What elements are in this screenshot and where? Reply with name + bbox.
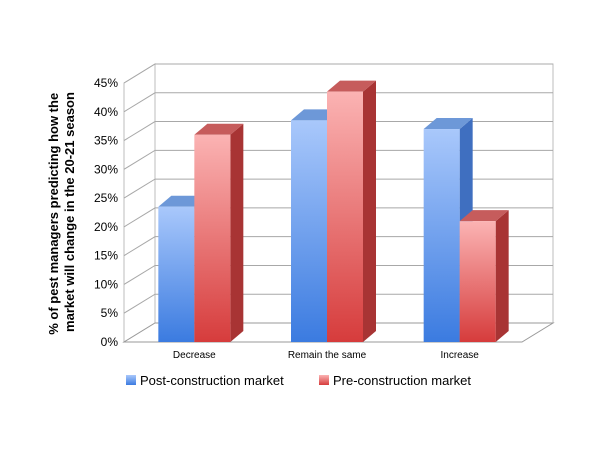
gridline (123, 92, 553, 113)
y-tick-label: 30% (94, 162, 118, 176)
bar-top (423, 118, 473, 130)
bar-side (495, 210, 509, 342)
gridline (123, 149, 553, 170)
gridline (123, 293, 553, 314)
bar-top (459, 210, 509, 222)
bar-front (423, 129, 460, 342)
y-tick-label: 0% (101, 335, 119, 349)
bar-top (194, 123, 244, 135)
bar-front (194, 134, 231, 342)
bar-front (459, 221, 496, 342)
bar-post-construction-market-2 (423, 118, 473, 343)
legend-label-post-construction: Post-construction market (140, 373, 284, 388)
y-tick-label: 20% (94, 220, 118, 234)
y-axis-title: % of pest managers predicting how the ma… (46, 89, 77, 335)
x-category-label-0: Decrease (173, 350, 216, 361)
gridline (123, 207, 553, 228)
y-axis-title-line-2: market will change in the 20-21 season (62, 92, 77, 332)
y-tick-label: 15% (94, 249, 118, 263)
gridline (123, 178, 553, 199)
bar-top (327, 80, 376, 92)
x-axis-categories: Decrease Remain the same Increase (173, 350, 479, 361)
bar-pre-construction-market-0 (194, 123, 244, 342)
legend-swatch-pre-construction (319, 375, 329, 385)
legend: Post-construction market Pre-constructio… (126, 373, 471, 388)
bar-front (158, 206, 195, 342)
legend-label-pre-construction: Pre-construction market (333, 373, 471, 388)
y-tick-label: 25% (94, 191, 118, 205)
y-axis-title-line-1: % of pest managers predicting how the (46, 93, 61, 335)
bar-side (230, 123, 244, 342)
y-tick-label: 5% (101, 306, 119, 320)
bar-pre-construction-market-1 (327, 80, 376, 342)
bar-pre-construction-market-2 (459, 210, 509, 342)
gridline (123, 264, 553, 285)
x-category-label-2: Increase (440, 350, 479, 361)
y-axis-ticks: 0% 5% 10% 15% 20% 25% 30% 35% 40% 45% (94, 76, 118, 349)
gridline (123, 121, 553, 141)
gridlines (123, 63, 553, 314)
y-tick-label: 40% (94, 105, 118, 119)
y-tick-label: 35% (94, 134, 118, 148)
gridline (123, 236, 553, 257)
bars (158, 80, 509, 343)
y-tick-label: 10% (94, 277, 118, 291)
gridline (123, 63, 553, 84)
x-category-label-1: Remain the same (288, 350, 367, 361)
legend-swatch-post-construction (126, 375, 136, 385)
bar-front (327, 91, 363, 342)
y-tick-label: 45% (94, 76, 118, 90)
side-wall (123, 63, 156, 343)
bar-front (291, 120, 327, 343)
bar-side (363, 80, 376, 342)
